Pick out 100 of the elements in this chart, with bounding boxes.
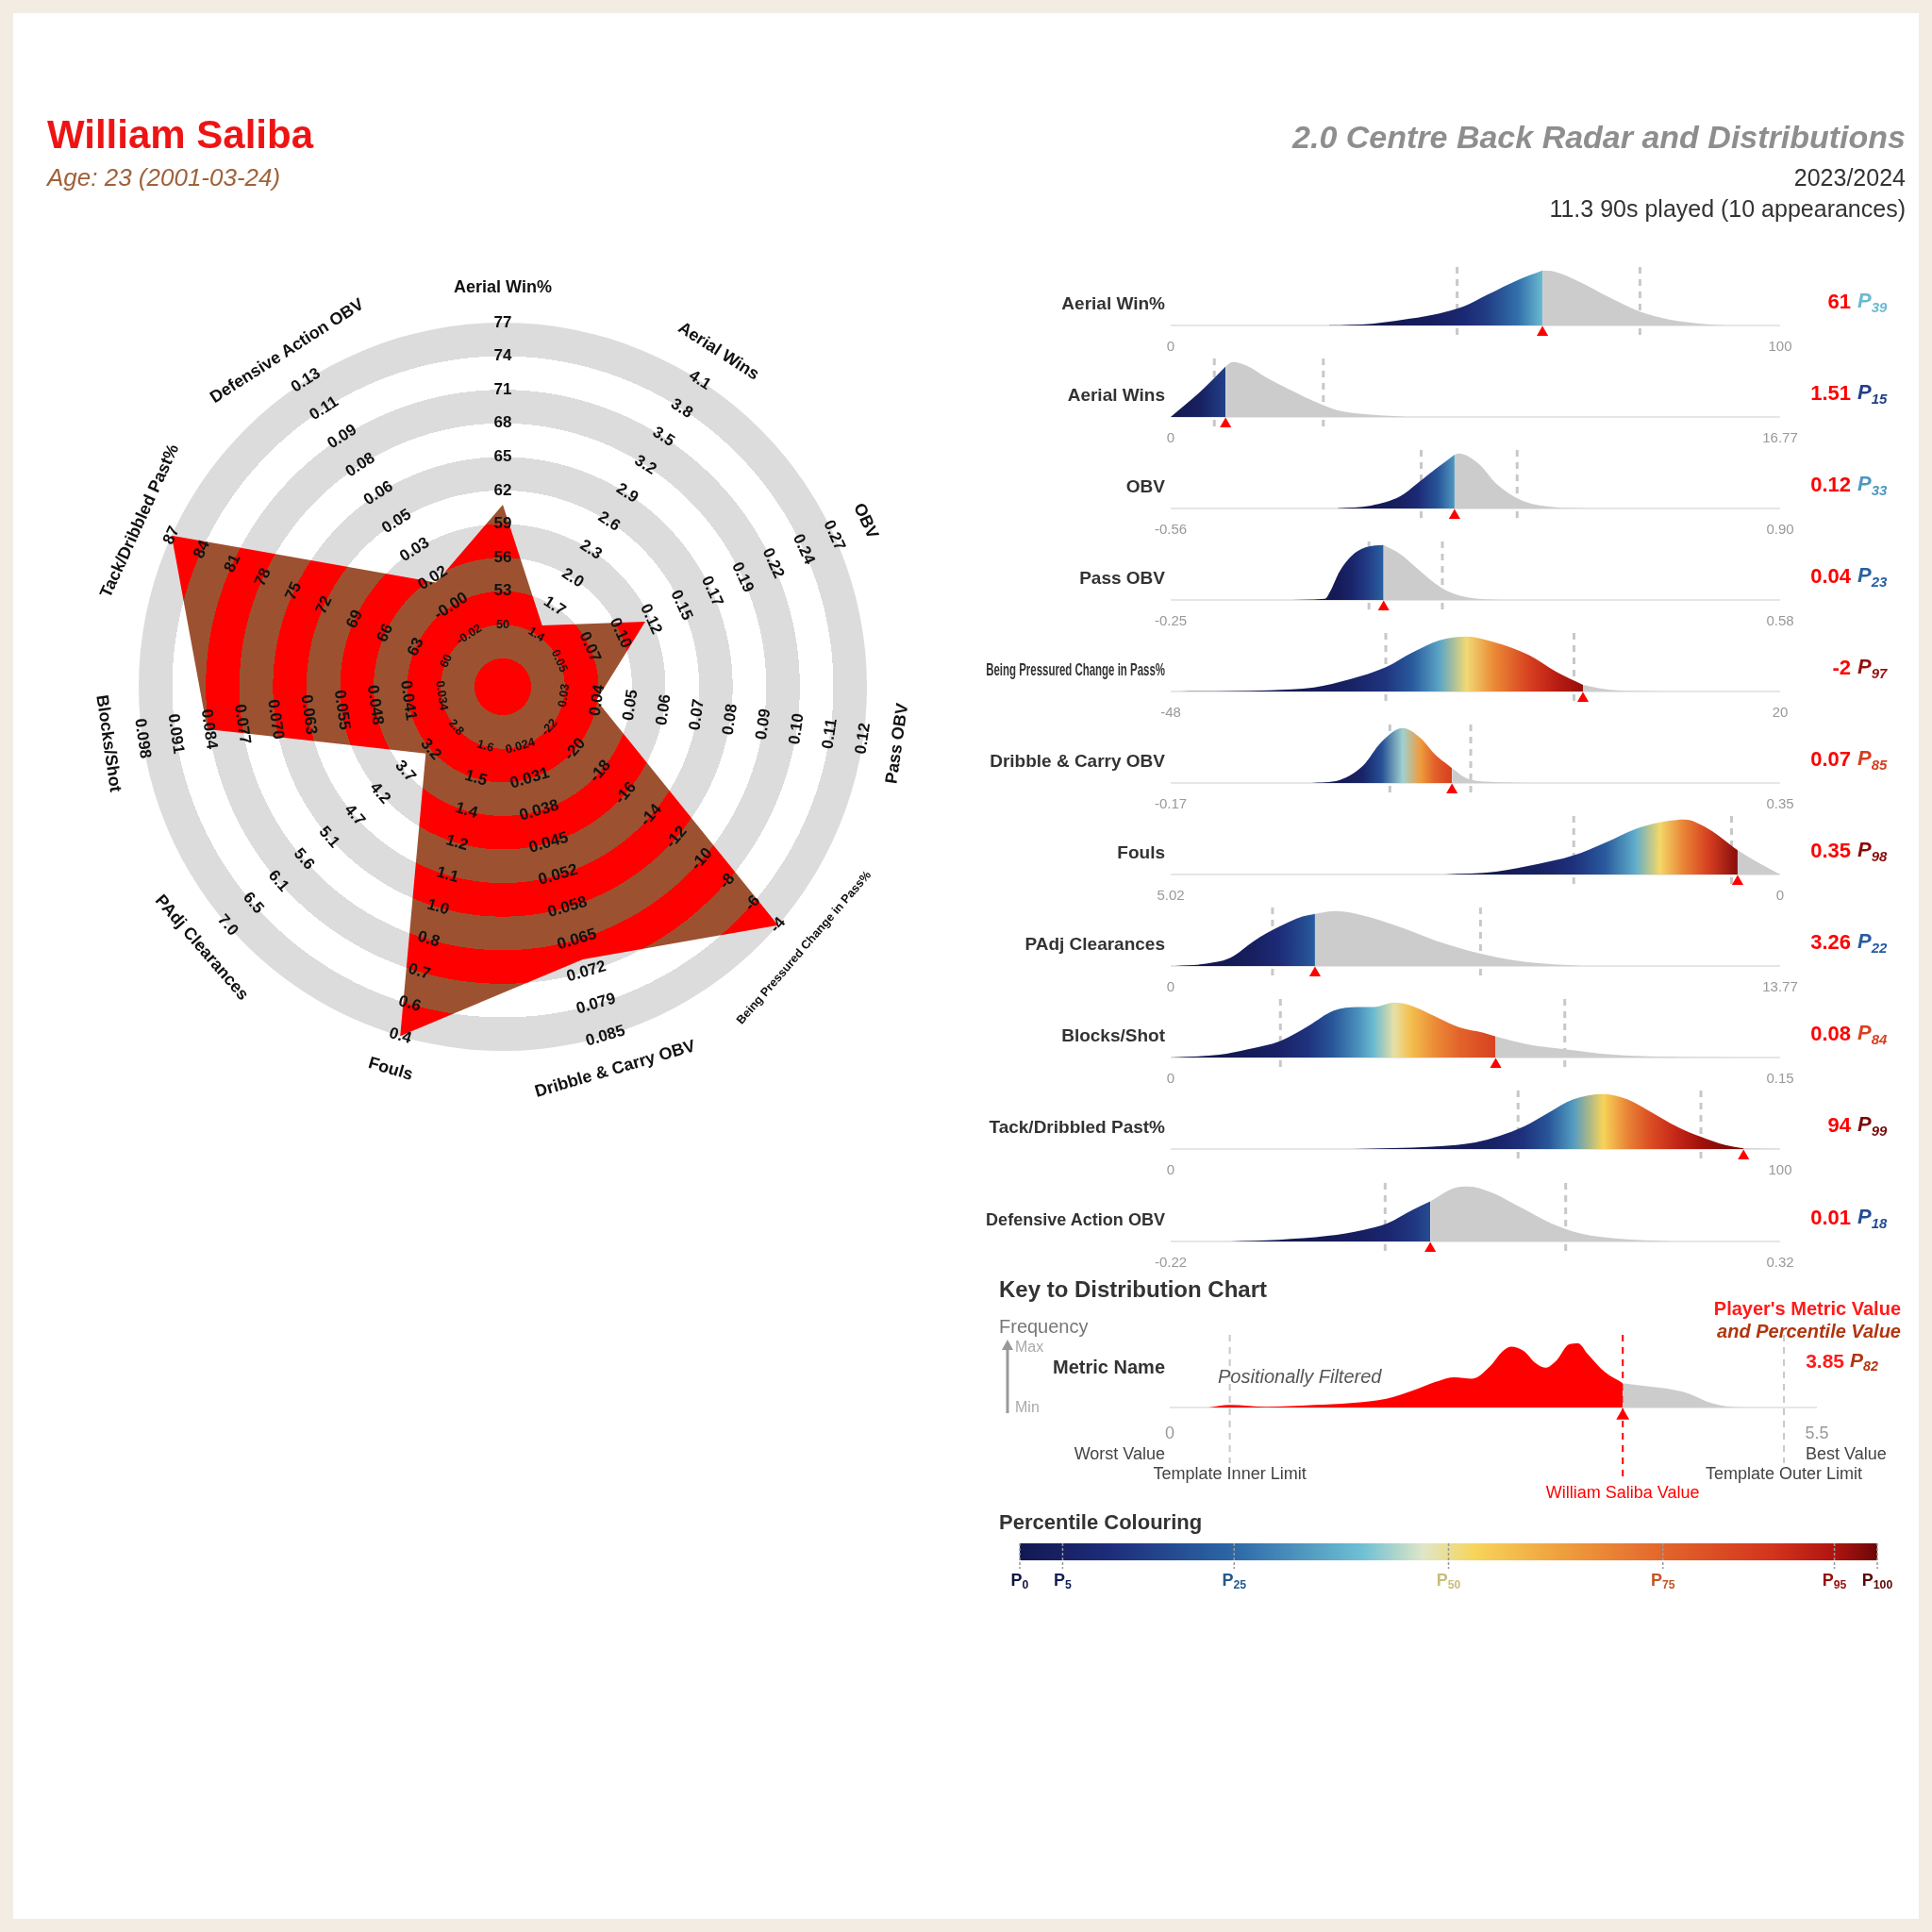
- text: and Percentile Value: [1717, 1320, 1901, 1342]
- text: 2.3: [576, 535, 606, 563]
- text: -6: [741, 891, 764, 914]
- text: 0.070: [264, 698, 289, 741]
- text: 0.6: [396, 991, 424, 1015]
- x-tick-label: 0: [1166, 1070, 1175, 1087]
- text: 0.045: [526, 827, 571, 857]
- text: 11.3 90s played (10 appearances): [1549, 194, 1906, 223]
- text: 1.5: [462, 765, 490, 790]
- text: Aerial Wins: [1067, 385, 1165, 406]
- text: 65: [493, 447, 512, 466]
- text: 1.6: [475, 737, 496, 755]
- text: 0.22: [758, 544, 789, 581]
- text: Min: [1015, 1399, 1040, 1416]
- text: 0.048: [363, 683, 388, 726]
- text: 2.6: [594, 507, 624, 535]
- x-tick-label: -0.17: [1154, 795, 1188, 812]
- text: Being Pressured Change in Pass%: [986, 659, 1165, 680]
- text: Max: [1015, 1339, 1044, 1356]
- text: P$_{85}$: [1857, 746, 1888, 773]
- text: 0.04: [1810, 564, 1851, 589]
- annotation: 3.85: [1806, 1350, 1844, 1373]
- spoke-label: Aerial Win%: [454, 277, 552, 297]
- text: 3.2: [631, 451, 660, 478]
- x-tick-label: 0: [1166, 429, 1175, 446]
- text: Blocks/Shot: [1061, 1025, 1165, 1046]
- text: 0.031: [508, 763, 552, 792]
- spoke-label: OBV: [850, 500, 883, 541]
- text: P$_{22}$: [1857, 929, 1888, 956]
- text: Worst Value: [1074, 1443, 1165, 1464]
- text: Best Value: [1806, 1443, 1887, 1464]
- text: Player's Metric Value: [1713, 1297, 1901, 1320]
- text: 0.27: [820, 517, 850, 554]
- text: 0.08: [718, 702, 741, 737]
- text: Tack/Dribbled Past%: [989, 1117, 1165, 1138]
- text: 2.0: [558, 563, 588, 591]
- text: -0.02: [454, 621, 485, 648]
- text: 2.0 Centre Back Radar and Distributions: [1292, 118, 1906, 156]
- text: 0.055: [330, 689, 355, 731]
- color-bar-label: P$_{100}$: [1861, 1570, 1893, 1592]
- text: -2: [1832, 656, 1851, 680]
- text: Defensive Action OBV: [986, 1209, 1165, 1230]
- text: 0.09: [751, 707, 774, 741]
- color-bar-label: P$_{75}$: [1650, 1570, 1675, 1592]
- text: -22: [538, 716, 560, 739]
- text: 0.052: [536, 859, 580, 889]
- color-bar-label: P$_{25}$: [1222, 1570, 1247, 1592]
- text: P$_{98}$: [1857, 838, 1888, 864]
- x-tick-label: 0.58: [1766, 612, 1794, 629]
- chart-title: Key to Distribution Chart: [999, 1276, 1268, 1303]
- text: 0.072: [564, 957, 608, 986]
- text: 71: [493, 379, 512, 398]
- x-tick-label: 0.90: [1766, 521, 1794, 538]
- x-tick-label: 5.02: [1157, 887, 1185, 904]
- text: 0.19: [728, 558, 758, 595]
- text: 0.091: [164, 712, 189, 756]
- ref-line-label: Template Outer Limit: [1706, 1463, 1863, 1483]
- ref-line-label: Template Inner Limit: [1153, 1463, 1307, 1483]
- text: 0.12: [851, 722, 874, 756]
- text: Frequency: [999, 1315, 1089, 1338]
- text: 2.8: [445, 716, 467, 738]
- spoke-label: Blocks/Shot: [92, 693, 125, 793]
- text: 1.7: [541, 591, 570, 620]
- y-axis-title: Metric Name: [1053, 1356, 1165, 1378]
- color-bar-label: P$_{0}$: [1010, 1570, 1029, 1592]
- text: Dribble & Carry OBV: [990, 751, 1165, 772]
- color-bar-label: P$_{50}$: [1436, 1570, 1461, 1592]
- text: Fouls: [1117, 842, 1165, 863]
- text: 0.084: [197, 708, 222, 751]
- text: 84: [189, 537, 214, 561]
- text: 0.35: [1810, 839, 1851, 863]
- text: 0.12: [1810, 473, 1851, 497]
- text: Pass OBV: [1079, 568, 1165, 589]
- text: 1.51: [1810, 381, 1851, 406]
- x-tick-label: 20: [1772, 704, 1789, 721]
- text: -4: [765, 912, 790, 937]
- text: P$_{84}$: [1857, 1021, 1888, 1047]
- color-bar-label: P$_{95}$: [1822, 1570, 1847, 1592]
- text: P$_{97}$: [1857, 655, 1888, 681]
- x-tick-label: 100: [1768, 338, 1792, 355]
- text: 0.07: [1810, 747, 1851, 772]
- x-tick-label: 100: [1768, 1161, 1792, 1178]
- ref-line-label: William Saliba Value: [1545, 1482, 1700, 1502]
- text: 87: [158, 523, 183, 547]
- text: 0.079: [574, 989, 618, 1018]
- text: 94: [1827, 1113, 1851, 1138]
- text: 0.06: [652, 692, 675, 727]
- x-tick-label: 0: [1166, 338, 1175, 355]
- text: 81: [220, 551, 244, 575]
- text: 69: [341, 607, 366, 631]
- spoke-label: Fouls: [366, 1053, 416, 1084]
- text: 3.26: [1810, 930, 1851, 955]
- text: 78: [250, 565, 275, 590]
- x-tick-label: -0.25: [1154, 612, 1188, 629]
- text: 0.063: [297, 693, 322, 736]
- text: 61: [1827, 290, 1851, 314]
- text: 0.05: [618, 688, 641, 723]
- x-tick-label: 0: [1164, 1423, 1175, 1442]
- x-tick-label: 0: [1775, 887, 1785, 904]
- text: 72: [311, 592, 336, 617]
